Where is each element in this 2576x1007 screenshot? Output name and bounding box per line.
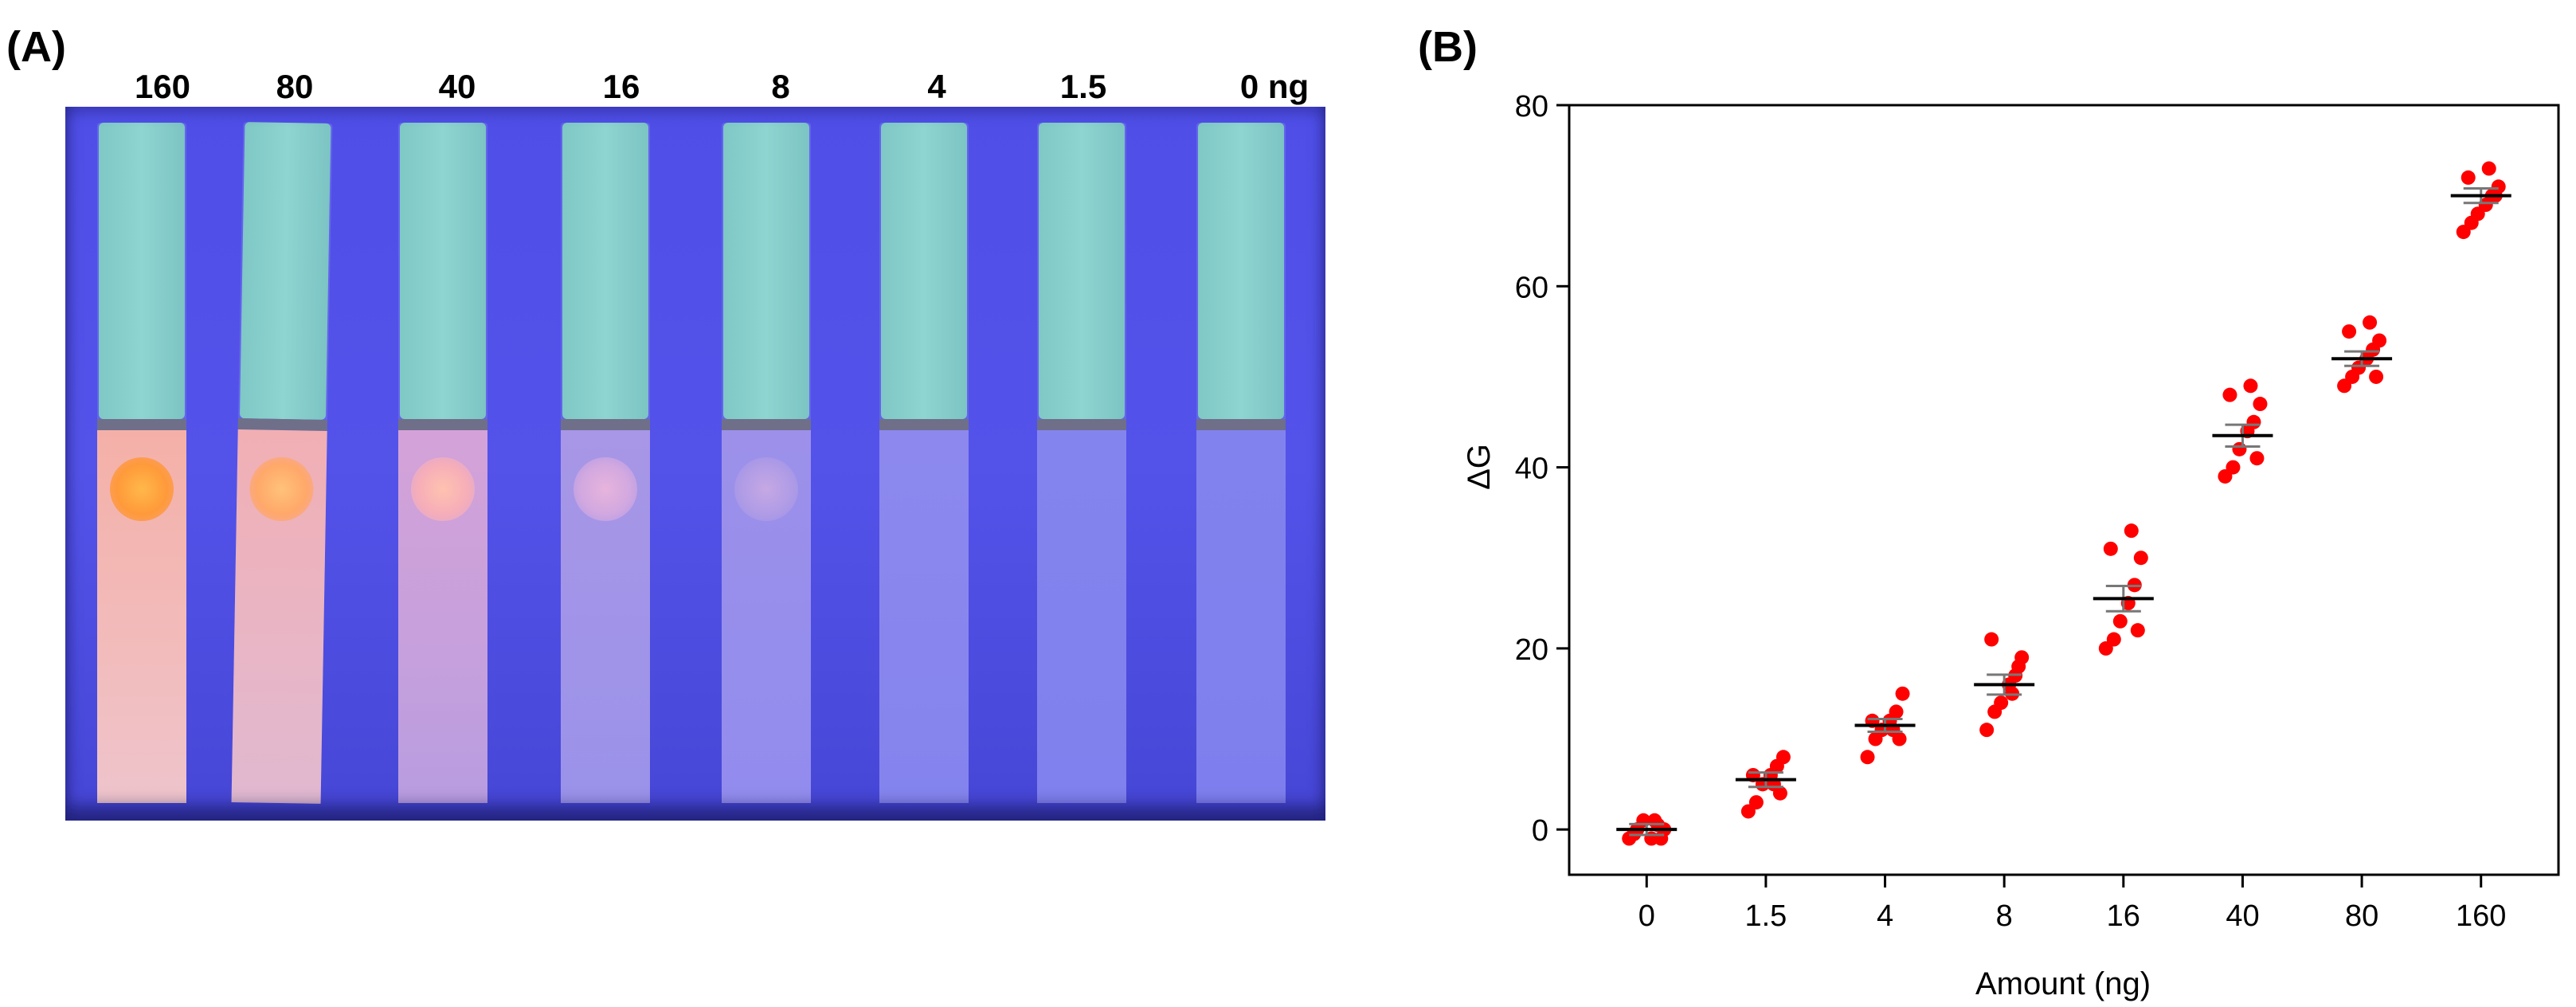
test-strip-160 xyxy=(97,123,186,803)
data-point xyxy=(2133,551,2148,566)
data-point xyxy=(1895,686,1910,701)
x-axis-label: Amount (ng) xyxy=(1975,966,2151,1001)
x-tick-label: 160 xyxy=(2456,899,2506,933)
panel-b-label: (B) xyxy=(1418,23,1478,71)
strip-label-4: 4 xyxy=(927,68,946,105)
test-strip-8 xyxy=(722,123,811,803)
data-point xyxy=(1654,831,1669,846)
sample-pad xyxy=(562,123,648,419)
conjugate-band xyxy=(1196,419,1286,430)
strip-photograph xyxy=(65,107,1325,821)
data-point xyxy=(2249,451,2265,466)
data-point xyxy=(2372,333,2387,348)
strip-label-16: 16 xyxy=(602,68,640,105)
strip-label-0-ng: 0 ng xyxy=(1239,68,1310,105)
test-strip-4 xyxy=(879,123,969,803)
fluorescent-spot xyxy=(734,457,798,521)
data-point xyxy=(1775,750,1791,765)
data-point xyxy=(1889,704,1904,719)
data-point xyxy=(2103,541,2118,556)
data-point xyxy=(2130,623,2145,638)
data-point xyxy=(1647,813,1662,828)
strip-label-80: 80 xyxy=(276,68,314,105)
data-point xyxy=(2363,315,2378,330)
data-point xyxy=(1892,731,1907,746)
conjugate-band xyxy=(561,419,650,430)
strip-label-160: 160 xyxy=(134,68,191,105)
conjugate-band xyxy=(879,419,969,430)
panel-a-label: (A) xyxy=(6,23,66,71)
conjugate-band xyxy=(97,419,186,430)
data-point xyxy=(1860,750,1875,765)
data-point xyxy=(1984,632,1999,647)
conjugate-band xyxy=(398,419,487,430)
test-strip-40 xyxy=(398,123,487,803)
test-strip-1-5 xyxy=(1037,123,1126,803)
x-tick-label: 8 xyxy=(1996,899,2013,933)
conjugate-band xyxy=(1037,419,1126,430)
mean-sem-markers xyxy=(1616,187,2511,837)
data-point xyxy=(2481,161,2496,176)
data-point xyxy=(2124,523,2139,539)
x-tick-label: 1.5 xyxy=(1744,899,1787,933)
x-axis: 0 1.5 4 8 16 40 80 160 xyxy=(1638,875,2506,933)
fluorescent-spot xyxy=(411,457,475,521)
sample-pad xyxy=(1039,123,1125,419)
x-tick-label: 16 xyxy=(2107,899,2140,933)
test-zone xyxy=(1037,430,1126,803)
data-points xyxy=(1622,161,2506,846)
data-point xyxy=(1748,795,1764,810)
data-point xyxy=(2226,460,2241,475)
x-tick-label: 0 xyxy=(1638,899,1655,933)
y-axis: 0 20 40 60 80 xyxy=(1515,90,1569,848)
test-strip-0 xyxy=(1196,123,1286,803)
x-tick-label: 40 xyxy=(2226,899,2259,933)
data-point xyxy=(2106,632,2121,647)
data-point xyxy=(2232,441,2247,456)
sample-pad xyxy=(400,123,486,419)
test-strip-16 xyxy=(561,123,650,803)
x-tick-label: 80 xyxy=(2345,899,2378,933)
sample-pad xyxy=(99,123,185,419)
y-tick-label: 60 xyxy=(1515,271,1548,304)
test-zone xyxy=(1196,430,1286,803)
test-zone xyxy=(879,430,969,803)
y-axis-label: ΔG xyxy=(1462,444,1497,490)
plot-frame xyxy=(1568,104,2560,876)
data-point xyxy=(2461,170,2476,185)
data-point xyxy=(2253,397,2268,412)
data-point xyxy=(2342,324,2357,339)
data-point xyxy=(1772,786,1787,801)
fluorescent-spot xyxy=(110,457,174,521)
data-point xyxy=(2222,387,2237,402)
sample-pad xyxy=(239,122,331,420)
strip-label-8: 8 xyxy=(771,68,790,105)
scatter-chart: 0 20 40 60 80 0 1.5 4 8 16 40 80 160 ΔG Amount (ng) xyxy=(1462,90,2560,1001)
plot-border xyxy=(1568,104,2560,876)
fluorescent-spot xyxy=(574,457,637,521)
y-tick-label: 40 xyxy=(1515,453,1548,486)
data-point xyxy=(1979,723,1995,738)
data-point xyxy=(2369,369,2384,384)
data-point xyxy=(2243,378,2258,394)
sample-pad xyxy=(881,123,967,419)
data-point xyxy=(1994,695,2009,711)
sample-pad xyxy=(1198,123,1284,419)
x-tick-label: 4 xyxy=(1877,899,1893,933)
y-tick-label: 20 xyxy=(1515,633,1548,667)
conjugate-band xyxy=(722,419,811,430)
sample-pad xyxy=(723,123,809,419)
strip-label-40: 40 xyxy=(438,68,476,105)
y-tick-label: 80 xyxy=(1515,90,1548,123)
data-point xyxy=(2246,414,2261,429)
test-strip-80 xyxy=(231,122,333,804)
y-tick-label: 0 xyxy=(1532,814,1548,848)
data-point xyxy=(2011,659,2026,674)
strip-label-1-5: 1.5 xyxy=(1059,68,1107,105)
data-point xyxy=(2112,613,2128,629)
